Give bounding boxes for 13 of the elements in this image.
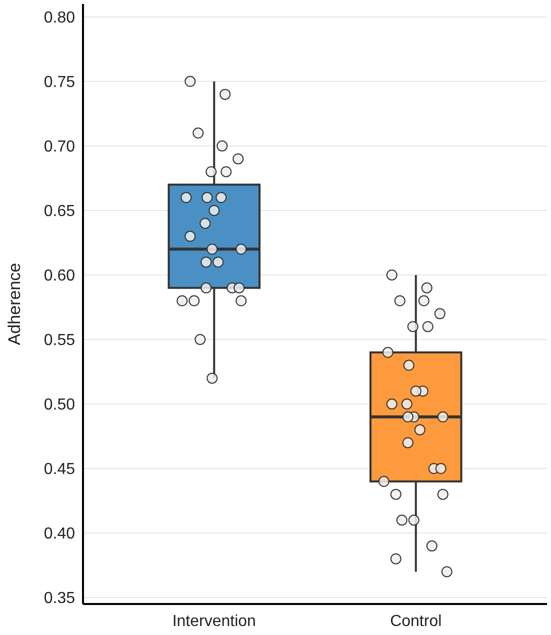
x-tick-label: Control [390, 613, 442, 630]
y-tick-label: 0.60 [44, 268, 76, 285]
y-tick-label: 0.50 [44, 396, 76, 414]
y-tick-label: 0.80 [44, 10, 76, 27]
y-tick-label: 0.45 [44, 461, 76, 478]
y-tick-label: 0.35 [44, 590, 76, 608]
y-tick-label: 0.75 [44, 74, 76, 92]
y-tick-label: 0.40 [44, 526, 76, 543]
y-axis-title: Adherence [4, 262, 24, 346]
x-tick-label: Intervention [172, 613, 256, 630]
y-tick-label: 0.55 [44, 332, 76, 350]
y-tick-label: 0.65 [44, 203, 76, 220]
y-tick-label: 0.70 [44, 138, 76, 156]
